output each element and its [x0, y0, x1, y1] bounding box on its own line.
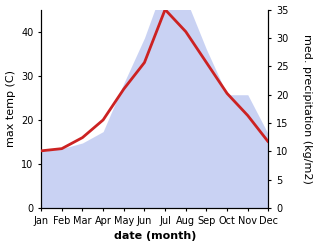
X-axis label: date (month): date (month)	[114, 231, 196, 242]
Y-axis label: max temp (C): max temp (C)	[5, 70, 16, 147]
Y-axis label: med. precipitation (kg/m2): med. precipitation (kg/m2)	[302, 34, 313, 184]
